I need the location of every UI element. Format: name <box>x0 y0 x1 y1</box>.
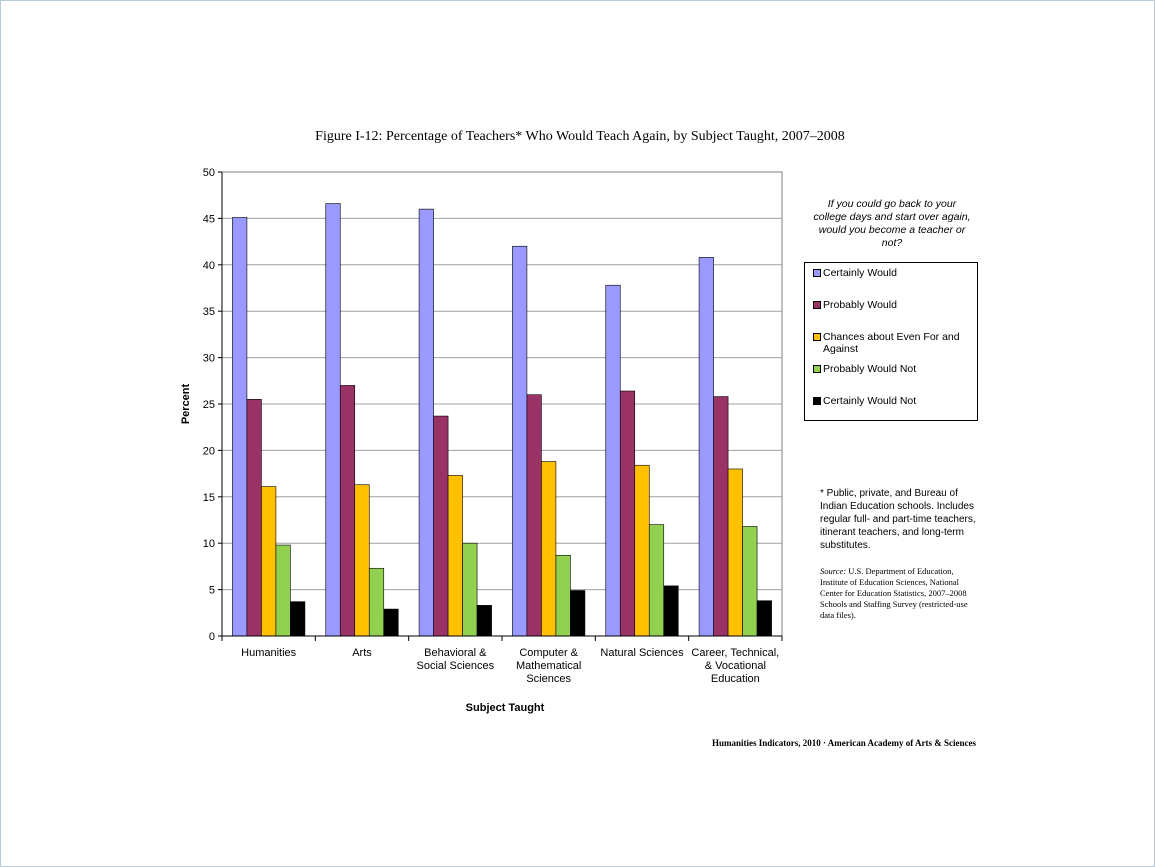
bar <box>418 208 434 637</box>
x-tick-label: Humanities <box>241 647 297 659</box>
y-tick-label: 30 <box>203 353 215 365</box>
legend-item: Certainly Would Not <box>813 395 973 407</box>
x-tick-label: Computer & <box>519 647 578 659</box>
x-tick-label: Arts <box>352 647 372 659</box>
legend-item: Probably Would Not <box>813 363 973 375</box>
chart-title: Figure I-12: Percentage of Teachers* Who… <box>315 129 845 144</box>
source-note: Source: U.S. Department of Education, In… <box>820 566 980 621</box>
bar <box>476 605 492 637</box>
bar <box>354 484 370 637</box>
bar <box>619 390 636 637</box>
footnote: * Public, private, and Bureau of Indian … <box>820 488 976 551</box>
bar <box>261 486 277 637</box>
y-tick-label: 0 <box>209 631 215 643</box>
y-tick-label: 10 <box>203 538 215 550</box>
legend-swatch <box>813 301 821 309</box>
bar <box>541 461 557 637</box>
bar <box>368 567 385 637</box>
y-tick-label: 45 <box>203 213 215 225</box>
bar <box>727 468 743 637</box>
legend-swatch <box>813 333 821 341</box>
legend-label: Probably Would Not <box>823 363 917 375</box>
bar <box>290 601 306 637</box>
y-tick-label: 25 <box>203 399 215 411</box>
x-tick-label: Social Sciences <box>417 660 495 672</box>
bar <box>663 585 679 637</box>
bar <box>275 544 291 637</box>
y-axis-title: Percent <box>180 383 192 424</box>
bar <box>570 590 586 637</box>
bar <box>634 464 650 637</box>
x-tick-label: Sciences <box>526 673 571 685</box>
y-tick-label: 15 <box>203 492 215 504</box>
source-text: U.S. Department of Education, Institute … <box>820 566 968 620</box>
bar <box>433 415 449 637</box>
y-tick-label: 35 <box>203 306 215 318</box>
legend-swatch <box>813 269 821 277</box>
x-tick-label: Behavioral & <box>424 647 487 659</box>
bar <box>605 284 621 637</box>
legend-label: Certainly Would <box>823 267 897 279</box>
x-tick-label: Career, Technical, <box>691 647 779 659</box>
bar <box>232 217 248 637</box>
x-tick-label: & Vocational <box>705 660 766 672</box>
legend-swatch <box>813 397 821 405</box>
bar <box>555 554 571 637</box>
bar <box>713 396 729 637</box>
bar <box>526 394 542 637</box>
bar <box>325 203 341 637</box>
legend-question: If you could go back to your college day… <box>813 198 971 249</box>
legend-label: Chances about Even For and Against <box>823 331 960 355</box>
y-tick-label: 40 <box>203 260 215 272</box>
legend-label: Certainly Would Not <box>823 395 917 407</box>
credit-line: Humanities Indicators, 2010 · American A… <box>712 738 976 748</box>
x-tick-label: Education <box>711 673 760 685</box>
bar <box>246 399 262 637</box>
source-lead: Source: <box>820 566 847 576</box>
bar <box>742 526 758 637</box>
y-tick-label: 20 <box>203 445 215 457</box>
bar <box>339 385 356 637</box>
bar <box>383 608 399 637</box>
chart-legend: Certainly Would Probably Would Chances abo… <box>804 262 978 421</box>
legend-label: Probably Would <box>823 299 897 311</box>
y-tick-label: 5 <box>209 585 215 597</box>
legend-item: Chances about Even For and Against <box>813 331 973 355</box>
bar <box>756 600 772 637</box>
bar <box>648 524 665 637</box>
legend-item: Probably Would <box>813 299 973 311</box>
x-tick-label: Mathematical <box>516 660 581 672</box>
x-tick-label: Natural Sciences <box>600 647 684 659</box>
x-axis-title: Subject Taught <box>466 702 545 714</box>
bar <box>512 245 528 637</box>
legend-swatch <box>813 365 821 373</box>
bar <box>698 257 714 637</box>
y-tick-label: 50 <box>203 167 215 179</box>
bar <box>447 475 463 637</box>
legend-item: Certainly Would <box>813 267 973 279</box>
bar <box>462 542 478 637</box>
